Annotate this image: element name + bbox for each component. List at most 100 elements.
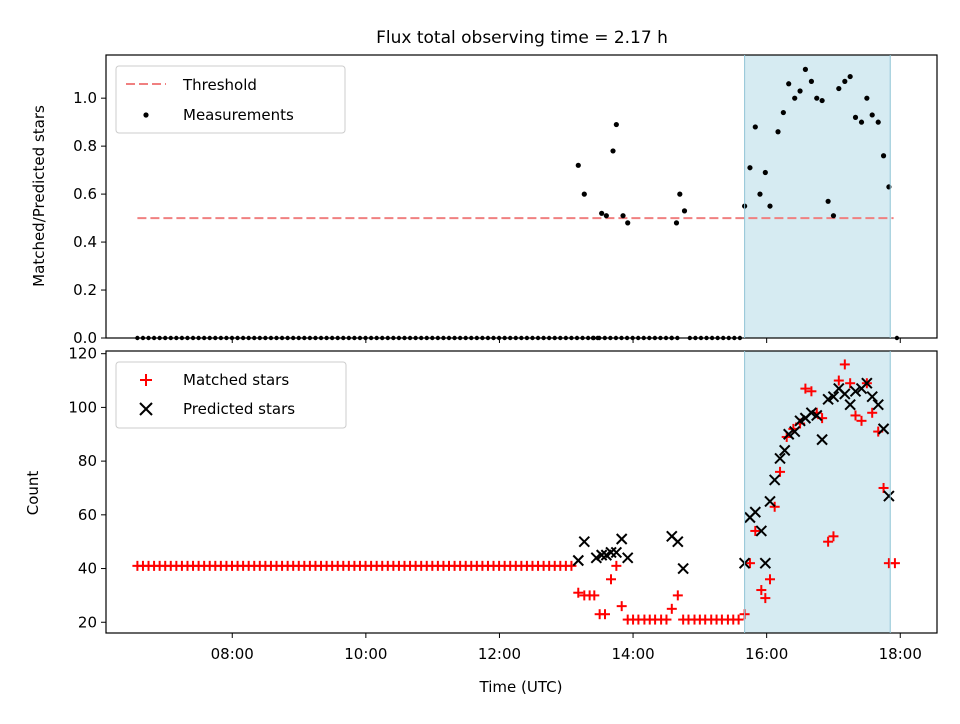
- legend-threshold-label: Threshold: [182, 76, 257, 94]
- bottom-y-tick-label: 120: [68, 345, 97, 363]
- predicted-star-marker: [849, 385, 862, 397]
- bottom-legend: Matched stars Predicted stars: [115, 361, 347, 429]
- predicted-star-marker: [883, 490, 895, 502]
- predicted-star-marker: [622, 552, 634, 564]
- legend-matched-label: Matched stars: [183, 371, 289, 389]
- measurement-point: [797, 88, 803, 94]
- measurement-point: [575, 162, 581, 168]
- measurement-point: [858, 119, 865, 125]
- measurement-point: [767, 203, 773, 209]
- matched-star-marker: [856, 415, 867, 426]
- bottom-panel: 20 40 60 80 100 120 08:00 10:00 12:00 14:00 16:00 1…: [24, 345, 938, 696]
- predicted-star-marker: [872, 399, 884, 411]
- measurement-point: [581, 191, 587, 197]
- matched-star-marker: [611, 560, 622, 571]
- measurement-point: [757, 191, 763, 197]
- measurement-point: [869, 112, 875, 118]
- predicted-star-marker: [844, 399, 856, 411]
- measurement-point: [802, 66, 809, 72]
- x-tick-label: 18:00: [879, 645, 922, 663]
- measurement-point: [836, 85, 842, 92]
- measurement-point: [613, 121, 619, 128]
- measurement-point: [780, 109, 786, 116]
- predicted-star-marker: [572, 554, 584, 567]
- measurement-point: [620, 213, 626, 219]
- matched-star-marker: [806, 386, 817, 397]
- measurement-point: [677, 191, 683, 197]
- matched-star-marker: [733, 614, 744, 625]
- measurement-point: [775, 129, 781, 135]
- measurement-point: [681, 208, 688, 214]
- bottom-y-tick-label: 20: [78, 613, 97, 631]
- predicted-star-marker: [774, 452, 786, 465]
- matched-star-marker: [672, 590, 683, 601]
- top-y-tick-label: 0.6: [73, 185, 97, 203]
- legend-predicted-label: Predicted stars: [183, 400, 295, 418]
- bottom-y-tick-label: 60: [78, 506, 97, 524]
- predicted-star-marker: [866, 390, 878, 403]
- predicted-star-marker: [755, 525, 768, 537]
- measurement-point: [762, 169, 768, 176]
- matched-star-marker: [573, 587, 584, 598]
- predicted-star-marker: [839, 388, 851, 400]
- predicted-star-marker: [768, 474, 781, 486]
- predicted-star-marker: [759, 557, 772, 569]
- matched-star-marker: [600, 609, 611, 620]
- matched-stars-points: [132, 359, 900, 625]
- measurement-point: [752, 124, 758, 130]
- predicted-stars-points: [572, 377, 895, 575]
- matched-star-marker: [769, 501, 780, 512]
- measurement-point: [808, 78, 815, 84]
- x-axis-label: Time (UTC): [479, 678, 563, 696]
- top-y-axis-label: Matched/Predicted stars: [30, 105, 48, 287]
- predicted-star-marker: [782, 428, 795, 440]
- matched-star-marker: [744, 558, 755, 569]
- matched-star-marker: [666, 603, 677, 614]
- measurement-point: [819, 97, 825, 104]
- bottom-y-tick-label: 40: [78, 560, 97, 578]
- measurement-point: [842, 78, 848, 84]
- matched-star-marker: [750, 525, 761, 536]
- matched-star-marker: [828, 531, 839, 542]
- matched-star-marker: [606, 574, 617, 585]
- matched-star-marker: [867, 407, 878, 418]
- matched-star-marker: [833, 375, 844, 386]
- bottom-y-tick-label: 100: [68, 398, 97, 416]
- top-legend-box: [115, 65, 346, 134]
- x-tick-label: 08:00: [211, 645, 254, 663]
- x-tick-label: 16:00: [745, 645, 788, 663]
- matched-star-marker: [800, 383, 811, 394]
- measurement-point: [880, 153, 887, 159]
- matched-star-marker: [823, 536, 834, 547]
- top-axes: 0.0 0.2 0.4 0.6 0.8 1.0: [73, 54, 938, 347]
- top-panel: 0.0 0.2 0.4 0.6 0.8 1.0 Matched/Predicted sta…: [30, 54, 938, 347]
- predicted-star-marker: [672, 535, 684, 548]
- measurement-point: [852, 114, 859, 120]
- predicted-star-marker: [811, 409, 823, 422]
- top-plot-frame: [105, 54, 938, 339]
- bottom-axes: 20 40 60 80 100 120 08:00 10:00 12:00 14:00 16:00 1…: [68, 345, 938, 663]
- matched-star-marker: [589, 590, 600, 601]
- top-shaded-region: [744, 55, 891, 338]
- legend-measurements-swatch: [143, 112, 149, 118]
- predicted-star-marker: [749, 506, 762, 518]
- bottom-y-axis-label: Count: [24, 471, 42, 516]
- matched-star-marker: [850, 410, 861, 421]
- measurement-point: [825, 198, 831, 204]
- matched-star-marker: [889, 558, 900, 569]
- legend-matched-swatch: [140, 374, 152, 386]
- matched-star-marker: [775, 466, 786, 477]
- predicted-star-marker: [861, 377, 873, 389]
- predicted-star-marker: [605, 546, 617, 559]
- matched-star-marker: [878, 482, 889, 493]
- measurement-point: [599, 210, 605, 216]
- matched-star-marker: [661, 614, 672, 625]
- measurement-point: [847, 73, 853, 80]
- top-legend: Threshold Measurements: [115, 65, 346, 134]
- measurement-point: [830, 213, 837, 219]
- matched-star-marker: [764, 574, 775, 585]
- matched-star-marker: [756, 585, 767, 596]
- measurement-point: [875, 119, 881, 125]
- predicted-star-marker: [610, 546, 623, 559]
